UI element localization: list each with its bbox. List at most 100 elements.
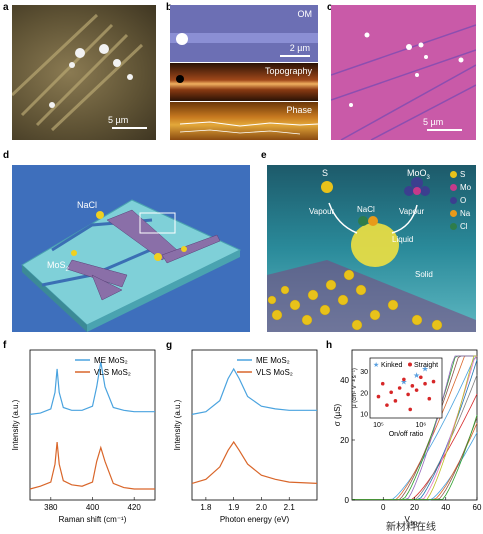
inset-y-tick-label: 20 <box>360 390 368 397</box>
panel-c-scale-label: 5 µm <box>423 117 444 127</box>
inset-point-straight <box>397 386 402 390</box>
panel-d-highlight-box <box>139 212 176 234</box>
x-tick-label: 0 <box>381 503 386 512</box>
inset-point-straight <box>410 384 415 388</box>
panel-d-mos2-label: MoS2 <box>47 260 69 273</box>
y-axis-label: Intensity (a.u.) <box>173 399 182 450</box>
inset-point-straight <box>419 375 423 380</box>
panel-e-vapour-left: Vapour <box>309 207 335 216</box>
panel-e-label: e <box>261 150 267 161</box>
panel-a-scale-label: 5 µm <box>108 115 129 125</box>
panel-e-solid-label: Solid <box>415 270 433 279</box>
legend-label: VLS MoS₂ <box>94 368 131 377</box>
y-tick-label: 40 <box>340 376 349 385</box>
panel-e-legend-item: Mo <box>450 183 476 192</box>
panel-b-om-stripe <box>170 33 318 43</box>
inset-point-straight <box>408 407 413 412</box>
x-tick-label: 380 <box>44 503 58 512</box>
panel-g-label: g <box>166 340 173 351</box>
panel-a-scalebar <box>112 127 147 129</box>
panel-b-label: b <box>166 2 172 13</box>
inset-point-straight <box>414 388 419 392</box>
inset-legend-straight-marker <box>408 362 412 367</box>
inset-legend-kinked: Kinked <box>381 362 403 369</box>
panel-e-legend-label: Na <box>460 209 471 218</box>
x-axis-label: Photon energy (eV) <box>220 515 290 524</box>
panel-b-om: OM 2 µm <box>170 5 318 62</box>
panel-b-scalebar <box>280 55 310 57</box>
panel-e-legend-item: Cl <box>450 222 476 231</box>
panel-d-illustration: NaCl MoS2 <box>12 165 250 332</box>
inset-x-tick-label: 10⁵ <box>373 422 384 429</box>
inset-point-straight <box>389 390 393 395</box>
panel-d-label: d <box>3 150 10 161</box>
panel-f-label: f <box>3 340 7 351</box>
transfer-curve <box>352 417 478 500</box>
panel-e-legend-dot <box>450 171 457 178</box>
x-axis-label: V <box>405 515 411 524</box>
panel-c-micrograph: 5 µm <box>331 5 476 140</box>
panel-a-features <box>12 13 144 132</box>
panel-e-illustration: S MoO3 Vapour Vapour Na Cl Liquid Solid S… <box>267 165 476 332</box>
x-tick-label: 20 <box>410 503 419 512</box>
panel-c-features <box>331 24 476 140</box>
panel-c-scalebar <box>427 129 462 131</box>
panel-d-mos2-sub: 2 <box>65 266 69 273</box>
panel-b-phase-title: Phase <box>286 105 312 115</box>
inset-point-kinked: ★ <box>421 365 428 374</box>
x-axis-label: Raman shift (cm⁻¹) <box>59 515 127 524</box>
legend-label: ME MoS₂ <box>94 356 128 365</box>
panel-b-om-dot <box>176 33 188 45</box>
panel-e-liquid-label: Liquid <box>392 235 414 244</box>
inset-frame <box>369 357 443 419</box>
panel-a-micrograph: 5 µm <box>12 5 156 140</box>
y-tick-label: 20 <box>340 436 349 445</box>
panel-e-lattice <box>267 260 476 332</box>
x-tick-label: 400 <box>86 503 100 512</box>
series-line-vls <box>29 441 155 490</box>
x-tick-label: 60 <box>473 503 482 512</box>
panel-d-mos2-text: MoS <box>47 260 66 270</box>
panel-b-phase-lines <box>179 121 318 135</box>
legend-label: VLS MoS₂ <box>256 368 293 377</box>
inset-point-kinked: ★ <box>413 371 420 380</box>
y-axis-label: σ (µS) <box>333 403 342 426</box>
y-tick-label: 0 <box>345 496 350 505</box>
x-tick-label: 1.8 <box>200 503 212 512</box>
panel-a-label: a <box>3 2 9 13</box>
panel-e-moo3-text: MoO <box>407 168 427 178</box>
panel-d-nacl-label: NaCl <box>77 200 98 210</box>
inset-legend-kinked-marker: ★ <box>373 361 379 369</box>
panel-e-liquid-droplet <box>351 223 399 267</box>
inset-point-straight <box>385 403 389 407</box>
panel-e-legend-dot <box>450 223 457 230</box>
plot-frame <box>191 349 318 501</box>
panel-e-legend-item: S <box>450 170 476 179</box>
x-tick-label: 40 <box>441 503 450 512</box>
inset-x-axis-label: On/off ratio <box>389 431 424 438</box>
panel-d-ribbons <box>66 209 221 301</box>
inset-y-tick-label: 30 <box>360 369 368 376</box>
series-line-vls <box>191 440 318 484</box>
legend-label: ME MoS₂ <box>256 356 290 365</box>
panel-e-legend-item: O <box>450 196 476 205</box>
inset-x-tick-label: 10⁶ <box>415 422 426 429</box>
panel-e-moo3-label: MoO3 <box>407 168 430 181</box>
inset-point-straight <box>431 379 436 384</box>
panel-b-topo-dot <box>176 75 184 83</box>
panel-e-vapour-right: Vapour <box>399 207 425 216</box>
panel-e-legend: S Mo O Na Cl <box>450 170 476 235</box>
panel-h-label: h <box>326 340 333 351</box>
x-tick-label: 1.9 <box>228 503 240 512</box>
inset-point-straight <box>406 392 410 397</box>
panel-e-legend-item: Na <box>450 209 476 218</box>
panel-e-legend-label: Cl <box>460 222 468 231</box>
panel-b-topo-title: Topography <box>264 66 312 76</box>
inset-legend-straight: Straight <box>414 362 438 369</box>
inset-point-straight <box>380 381 385 386</box>
x-tick-label: 2.0 <box>256 503 268 512</box>
panel-e-svg <box>267 177 476 332</box>
panel-e-s-label: S <box>322 168 329 178</box>
